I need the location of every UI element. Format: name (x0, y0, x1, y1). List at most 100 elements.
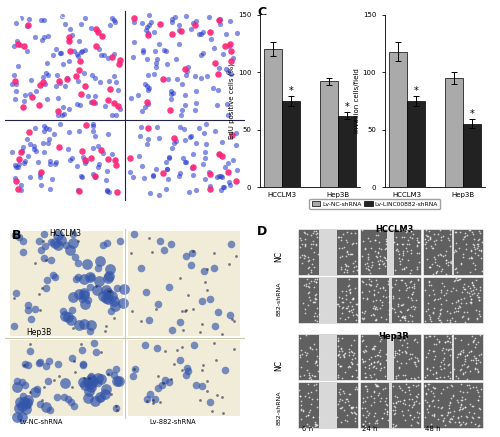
Point (81, 47, 89, 54)
Point (398, 387, 406, 394)
Bar (389, 277, 392, 323)
Point (68, 306, 76, 313)
Point (467, 298, 475, 305)
Point (36, 360, 44, 367)
Point (408, 284, 416, 291)
Point (337, 346, 345, 353)
Point (361, 374, 369, 381)
Point (75, 66, 83, 73)
Point (390, 266, 398, 273)
Point (304, 290, 312, 297)
Point (32, 148, 40, 155)
Point (313, 304, 321, 311)
Point (388, 305, 396, 312)
Bar (360, 229, 420, 275)
Point (446, 226, 454, 233)
Point (49, 272, 57, 279)
Point (160, 46, 168, 53)
Point (24, 152, 32, 159)
Point (158, 76, 166, 83)
Point (20, 43, 28, 50)
Point (198, 321, 206, 328)
Point (391, 422, 399, 429)
Point (222, 66, 230, 73)
Point (304, 254, 312, 261)
Point (66, 47, 74, 54)
Point (456, 367, 464, 374)
Point (368, 245, 376, 252)
Point (430, 253, 438, 260)
Point (86, 155, 94, 162)
Point (439, 232, 447, 239)
Point (430, 304, 438, 311)
Point (474, 297, 482, 304)
Point (352, 410, 360, 417)
Text: Lv-882-shRNA: Lv-882-shRNA (150, 201, 196, 207)
Point (463, 288, 471, 295)
Point (456, 365, 464, 372)
Point (296, 235, 304, 242)
Point (362, 347, 370, 354)
Point (444, 259, 452, 266)
Point (296, 372, 304, 379)
Point (396, 384, 404, 391)
Point (394, 255, 402, 262)
Point (470, 244, 478, 251)
Point (72, 72, 80, 79)
Point (312, 358, 320, 365)
Point (298, 347, 306, 354)
Point (384, 306, 392, 313)
Point (141, 342, 149, 349)
Point (352, 267, 360, 274)
Point (359, 412, 367, 419)
Point (200, 129, 207, 136)
Point (218, 153, 226, 160)
Point (464, 316, 472, 323)
Text: HCCLM3: HCCLM3 (49, 10, 81, 20)
Point (432, 368, 440, 375)
Point (422, 382, 430, 388)
Point (336, 363, 344, 370)
Point (444, 362, 452, 369)
Point (343, 412, 351, 419)
Point (434, 230, 442, 237)
Point (392, 281, 400, 288)
Point (13, 383, 21, 390)
Point (424, 380, 432, 387)
Point (334, 374, 342, 381)
Point (201, 149, 209, 156)
Point (80, 14, 88, 21)
Point (196, 329, 204, 336)
Point (429, 370, 437, 377)
Point (430, 385, 438, 392)
Point (342, 239, 350, 246)
Point (39, 73, 47, 80)
Point (397, 301, 405, 308)
Point (412, 360, 420, 367)
Point (338, 252, 346, 259)
Point (447, 260, 455, 267)
Point (350, 418, 358, 425)
Point (218, 394, 226, 401)
Point (181, 308, 189, 315)
Point (110, 298, 118, 305)
Point (464, 362, 472, 369)
Point (474, 368, 482, 375)
Point (382, 262, 390, 269)
Point (382, 254, 390, 261)
Point (213, 101, 221, 108)
Point (81, 300, 89, 307)
Point (23, 23, 31, 30)
Point (232, 252, 240, 259)
Point (313, 230, 321, 237)
Point (446, 319, 454, 326)
Point (455, 419, 463, 426)
Point (429, 390, 437, 397)
Point (348, 295, 356, 302)
Point (406, 422, 414, 429)
Point (61, 379, 69, 386)
Point (296, 398, 304, 405)
Point (368, 346, 376, 353)
Point (432, 267, 440, 274)
Point (465, 289, 473, 296)
